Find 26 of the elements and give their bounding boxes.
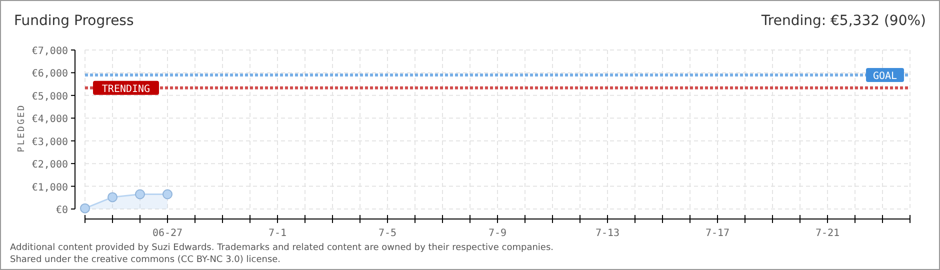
point bbox=[162, 189, 172, 200]
x-tick-label: 7-9 bbox=[488, 228, 507, 239]
chart-subtitle: Trending: €5,332 (90%) bbox=[760, 13, 926, 29]
x-tick-label: 7-5 bbox=[378, 228, 397, 239]
y-tick-label: €7,000 bbox=[32, 46, 68, 57]
y-tick-label: €4,000 bbox=[32, 114, 68, 126]
x-tick-label: 7-21 bbox=[815, 228, 840, 239]
y-tick-label: €2,000 bbox=[32, 160, 68, 171]
y-tick-label: €5,000 bbox=[32, 91, 68, 102]
x-tick-label: 7-1 bbox=[268, 228, 287, 239]
y-tick-label: €0 bbox=[56, 205, 68, 216]
point bbox=[80, 203, 90, 214]
x-tick-label: 7-13 bbox=[595, 228, 620, 239]
point bbox=[108, 192, 118, 202]
ref-line-label: TRENDING bbox=[102, 84, 150, 95]
y-tick-label: €1,000 bbox=[32, 182, 68, 194]
y-axis-title: PLEDGED bbox=[17, 104, 27, 152]
text: Shared under the creative commons (CC BY-NC 3.0) license. bbox=[10, 255, 281, 265]
x-tick-label: 06-27 bbox=[152, 228, 183, 239]
y-tick-label: €3,000 bbox=[32, 136, 68, 148]
chart-title: Funding Progress bbox=[14, 13, 134, 29]
x-tick-label: 7-17 bbox=[705, 228, 730, 239]
point bbox=[135, 189, 145, 200]
ref-line-label: GOAL bbox=[872, 70, 898, 82]
y-tick-label: €6,000 bbox=[32, 68, 68, 80]
text: Additional content provided by Suzi Edwards. Trademarks and related content are owned by their respective companies. bbox=[10, 243, 554, 253]
